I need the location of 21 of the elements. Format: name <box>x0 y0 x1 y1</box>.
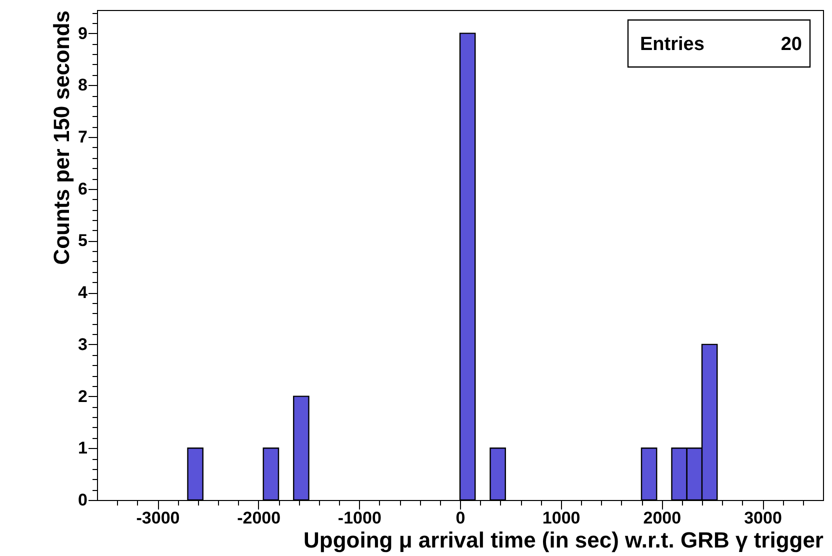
annotation: Entries <box>640 34 704 55</box>
y-tick-label: 0 <box>78 490 88 510</box>
y-tick-label: 2 <box>78 386 88 406</box>
x-tick-label: -1000 <box>338 508 382 528</box>
y-tick-label: 4 <box>78 283 88 302</box>
y-tick-label: 9 <box>78 24 88 43</box>
y-tick-label: 5 <box>78 231 88 250</box>
y-tick-label: 1 <box>78 438 88 458</box>
y-tick-label: 6 <box>78 179 88 198</box>
x-axis-title: Upgoing μ arrival time (in sec) w.r.t. GRB γ trigger <box>304 528 824 552</box>
y-tick-label: 7 <box>78 128 88 147</box>
x-tick-label: 0 <box>456 508 466 528</box>
x-tick-label: -3000 <box>136 508 180 528</box>
y-axis-title: Counts per 150 seconds <box>49 10 74 265</box>
y-tick-label: 3 <box>78 334 88 354</box>
x-tick-label: 1000 <box>542 508 580 528</box>
y-tick-label: 8 <box>78 76 88 95</box>
x-tick-label: 2000 <box>643 508 682 528</box>
x-tick-label: 3000 <box>744 508 782 528</box>
x-tick-label: -2000 <box>237 508 281 528</box>
annotation: 20 <box>780 34 802 55</box>
